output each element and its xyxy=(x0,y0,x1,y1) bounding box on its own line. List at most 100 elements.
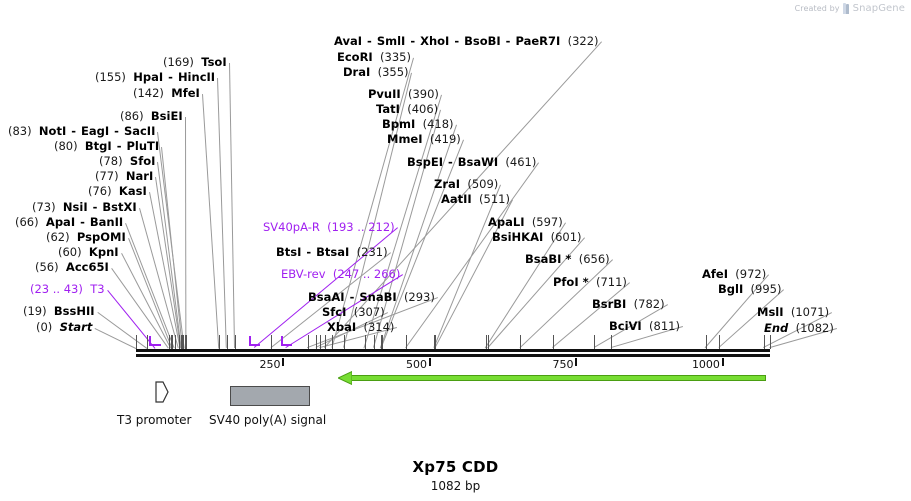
enzyme-name: EBV-rev xyxy=(281,267,326,281)
annotation-label-t3[interactable]: (23 .. 43) T3 xyxy=(30,282,105,296)
annotation-label-afei[interactable]: AfeI (972) xyxy=(702,268,766,280)
enzyme-name: BsaWI xyxy=(457,155,499,169)
annotation-label-bsabi[interactable]: BsaBI * (656) xyxy=(525,252,610,266)
restriction-tick-bsshii xyxy=(147,335,149,349)
annotation-label-bsiei[interactable]: (86) BsiEI xyxy=(120,110,183,122)
annotation-label-pfoi[interactable]: PfoI * (711) xyxy=(553,276,627,288)
annotation-label-drai[interactable]: DraI (355) xyxy=(343,66,409,78)
restriction-tick-bsabi xyxy=(520,335,522,349)
annotation-position-sfci: (307) xyxy=(353,305,385,319)
annotation-label-msli[interactable]: MslI (1071) xyxy=(757,305,830,319)
annotation-label-bsrbi[interactable]: BsrBI (782) xyxy=(592,297,665,311)
annotation-position-msli: (1071) xyxy=(790,305,830,319)
annotation-label-aatii[interactable]: AatII (511) xyxy=(441,192,510,206)
annotation-names-t3: T3 xyxy=(90,282,104,296)
restriction-tick-tati xyxy=(373,335,375,349)
enzyme-name: PluTI xyxy=(126,139,160,153)
annotation-position-bsrbi: (782) xyxy=(633,297,665,311)
restriction-tick-mmei xyxy=(381,335,383,349)
restriction-tick-msli xyxy=(763,335,765,349)
annotation-label-start[interactable]: (0) Start xyxy=(36,321,92,333)
enzyme-name: PvuII xyxy=(368,87,401,101)
map-footer: Xp75 CDD 1082 bp xyxy=(0,458,911,493)
annotation-label-sfoi[interactable]: (78) SfoI xyxy=(99,155,155,167)
annotation-label-btsi[interactable]: BtsI - BtsaI (231) xyxy=(276,245,388,259)
annotation-position-aatii: (511) xyxy=(479,192,510,206)
annotation-label-sv40pa_r[interactable]: SV40pA-R (193 .. 212) xyxy=(263,221,395,233)
annotation-names-mmei: MmeI xyxy=(387,132,423,146)
name-separator: - xyxy=(302,245,316,259)
restriction-tick-sfoi xyxy=(181,335,183,349)
annotation-label-tati[interactable]: TatI (406) xyxy=(376,102,438,116)
enzyme-name: EagI xyxy=(81,124,110,138)
annotation-names-pvuii: PvuII xyxy=(368,87,401,101)
annotation-label-kpni[interactable]: (60) KpnI xyxy=(58,245,119,259)
annotation-names-bsshii: BssHII xyxy=(54,304,95,318)
annotation-names-msli: MslI xyxy=(757,305,784,319)
annotation-position-tsoi: (169) xyxy=(163,55,194,69)
annotation-names-xbai: XbaI xyxy=(327,320,356,334)
annotation-position-ebv_rev: (247 .. 266) xyxy=(332,267,401,281)
annotation-label-zrai[interactable]: ZraI (509) xyxy=(434,178,498,190)
enzyme-name: PaeR7I xyxy=(515,34,561,48)
enzyme-name: ApaLI xyxy=(488,215,525,229)
annotation-label-pspomi[interactable]: (62) PspOMI xyxy=(46,231,126,243)
enzyme-name: KpnI xyxy=(88,245,119,259)
annotation-label-bgli[interactable]: BglI (995) xyxy=(718,282,782,296)
annotation-label-hpai[interactable]: (155) HpaI - HincII xyxy=(95,71,215,83)
annotation-label-bpmi[interactable]: BpmI (418) xyxy=(382,118,454,130)
enzyme-name: TatI xyxy=(376,102,400,116)
restriction-tick-pvuii xyxy=(364,335,366,349)
annotation-label-avai[interactable]: AvaI - SmlI - XhoI - BsoBI - PaeR7I (322… xyxy=(334,34,599,48)
annotation-label-noti[interactable]: (83) NotI - EagI - SacII xyxy=(8,124,155,138)
annotation-label-mfei[interactable]: (142) MfeI xyxy=(133,87,200,99)
annotation-names-bcivi: BciVI xyxy=(609,319,642,333)
annotation-label-apai[interactable]: (66) ApaI - BanII xyxy=(15,215,123,229)
annotation-label-nari[interactable]: (77) NarI xyxy=(95,170,153,182)
enzyme-name: BtsI xyxy=(276,245,302,259)
enzyme-name: End xyxy=(764,321,789,335)
annotation-label-ebv_rev[interactable]: EBV-rev (247 .. 266) xyxy=(281,267,401,281)
annotation-label-btgi[interactable]: (80) BtgI - PluTI xyxy=(54,139,160,153)
annotation-label-end[interactable]: End (1082) xyxy=(764,321,834,335)
annotation-names-ebv_rev: EBV-rev xyxy=(281,267,326,281)
leader-line-mfei xyxy=(202,94,220,349)
annotation-names-avai: AvaI - SmlI - XhoI - BsoBI - PaeR7I xyxy=(334,34,560,48)
sv40-polya-box-icon xyxy=(230,386,310,406)
enzyme-name: KasI xyxy=(118,184,147,198)
annotation-position-apai: (66) xyxy=(15,215,39,229)
name-separator: - xyxy=(406,34,420,48)
annotation-label-bcivi[interactable]: BciVI (811) xyxy=(609,319,680,333)
restriction-tick-bsihkai xyxy=(488,335,490,349)
restriction-tick-bgli xyxy=(719,335,721,349)
restriction-tick-kpni xyxy=(171,335,173,349)
leader-line-btgi xyxy=(161,147,183,349)
annotation-label-tsoi[interactable]: (169) TsoI xyxy=(163,55,227,69)
annotation-names-bsabi: BsaBI * xyxy=(525,252,571,266)
enzyme-name: SfcI xyxy=(322,305,347,319)
annotation-position-bgli: (995) xyxy=(750,282,782,296)
leader-line-start xyxy=(94,328,136,349)
name-separator: - xyxy=(501,34,515,48)
annotation-names-kasi: KasI xyxy=(119,184,147,198)
annotation-label-bsshii[interactable]: (19) BssHII xyxy=(23,304,95,318)
t3-promoter-arrow-icon xyxy=(155,381,169,403)
annotation-label-bsihkai[interactable]: BsiHKAI (601) xyxy=(492,231,582,243)
annotation-label-bsaai[interactable]: BsaAI - SnaBI (293) xyxy=(308,291,435,303)
annotation-label-sfci[interactable]: SfcI (307) xyxy=(322,305,385,319)
annotation-label-xbai[interactable]: XbaI (314) xyxy=(327,320,394,334)
name-separator: - xyxy=(67,124,81,138)
annotation-label-pvuii[interactable]: PvuII (390) xyxy=(368,87,439,101)
annotation-label-bspei[interactable]: BspEI - BsaWI (461) xyxy=(407,155,536,169)
annotation-label-ecori[interactable]: EcoRI (335) xyxy=(337,51,411,63)
annotation-label-nsii[interactable]: (73) NsiI - BstXI xyxy=(32,201,137,213)
name-separator: - xyxy=(363,34,376,48)
feature-stem-ebv-rev xyxy=(280,336,283,346)
annotation-label-kasi[interactable]: (76) KasI xyxy=(88,184,147,198)
name-separator: - xyxy=(110,124,123,138)
annotation-label-acc65i[interactable]: (56) Acc65I xyxy=(35,261,109,273)
annotation-label-apali[interactable]: ApaLI (597) xyxy=(488,215,563,229)
annotation-label-mmei[interactable]: MmeI (419) xyxy=(387,132,461,146)
ruler-tick-1000 xyxy=(721,358,724,366)
